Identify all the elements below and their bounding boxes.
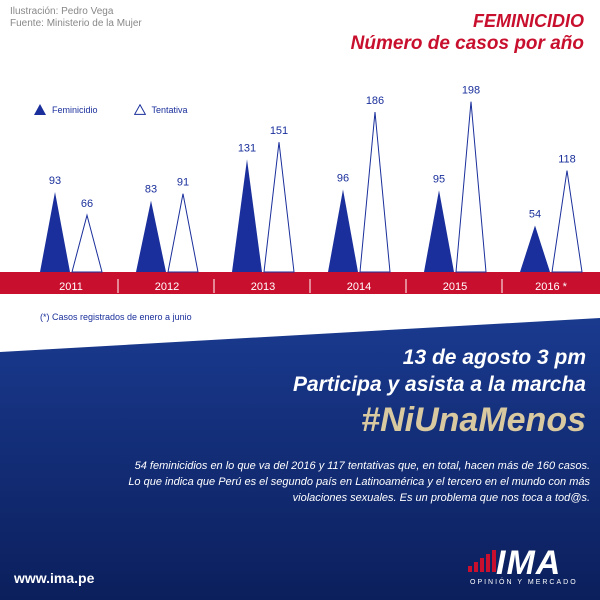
logo-wordmark: IMA (496, 544, 562, 582)
axis-band (0, 272, 600, 278)
legend-label-feminicidio: Feminicidio (52, 104, 98, 115)
triangle-feminicidio-4 (424, 190, 454, 272)
data-label-feminicidio-2: 131 (238, 142, 256, 154)
triangle-tentativa-5 (551, 170, 583, 273)
data-label-feminicidio-1: 83 (145, 184, 157, 196)
credits: Ilustración: Pedro Vega Fuente: Minister… (10, 6, 142, 30)
logo-subtitle: OPINIÓN Y MERCADO (470, 579, 578, 586)
ima-logo: IMA OPINIÓN Y MERCADO (466, 544, 590, 592)
illustration-credit: Ilustración: Pedro Vega (10, 6, 114, 17)
data-label-tentativa-4: 198 (462, 85, 480, 97)
data-label-tentativa-1: 91 (177, 177, 189, 189)
triangle-chart: 93 66 2011 83 91 2012 131 151 2013 96 186 2014 95 198… (0, 85, 600, 294)
x-tick-label-5: 2016 * (535, 281, 568, 293)
triangle-tentativa-1 (167, 193, 199, 273)
triangle-feminicidio-3 (328, 189, 358, 272)
outline-triangle-icon (133, 104, 146, 115)
triangle-feminicidio-2 (232, 159, 262, 272)
triangle-tentativa-4 (455, 101, 487, 273)
footnote: (*) Casos registrados de enero a junio (40, 312, 192, 322)
axis-label-band (0, 278, 600, 294)
legend-label-tentativa: Tentativa (151, 104, 188, 115)
x-tick-label-2: 2013 (251, 281, 275, 293)
filled-triangle-icon (34, 104, 46, 115)
x-tick-label-0: 2011 (59, 281, 83, 293)
triangle-tentativa-0 (71, 213, 103, 273)
data-label-tentativa-2: 151 (270, 125, 288, 137)
event-announcement: 13 de agosto 3 pm Participa y asista a l… (293, 344, 586, 440)
x-tick-label-1: 2012 (155, 281, 179, 293)
data-label-feminicidio-3: 96 (337, 172, 349, 184)
body-paragraph: 54 feminicidios en lo que va del 2016 y … (128, 460, 590, 504)
data-label-tentativa-0: 66 (81, 198, 93, 210)
chart-title: FEMINICIDIO (473, 11, 584, 31)
data-label-feminicidio-4: 95 (433, 173, 445, 185)
source-credit: Fuente: Ministerio de la Mujer (10, 18, 142, 29)
data-label-feminicidio-5: 54 (529, 209, 541, 221)
hashtag: #NiUnaMenos (361, 401, 586, 439)
website-link[interactable]: www.ima.pe (14, 570, 95, 586)
data-label-tentativa-5: 118 (558, 154, 576, 166)
triangle-feminicidio-0 (40, 192, 70, 272)
triangle-tentativa-3 (359, 111, 391, 273)
legend-item-feminicidio: Feminicidio (34, 104, 98, 115)
data-label-feminicidio-0: 93 (49, 175, 61, 187)
triangle-feminicidio-5 (520, 225, 550, 272)
event-date: 13 de agosto 3 pm (402, 346, 586, 369)
legend: Feminicidio Tentativa (34, 104, 224, 115)
x-tick-label-3: 2014 (347, 281, 371, 293)
logo-bars-icon (468, 550, 496, 572)
triangle-feminicidio-1 (136, 200, 166, 272)
legend-item-tentativa: Tentativa (133, 104, 188, 115)
chart-subtitle: Número de casos por año (350, 33, 584, 54)
data-label-tentativa-3: 186 (366, 95, 384, 107)
chart-title-block: FEMINICIDIO Número de casos por año (351, 10, 584, 55)
event-call: Participa y asista a la marcha (292, 373, 586, 396)
triangle-tentativa-2 (263, 142, 295, 273)
x-tick-label-4: 2015 (443, 281, 467, 293)
